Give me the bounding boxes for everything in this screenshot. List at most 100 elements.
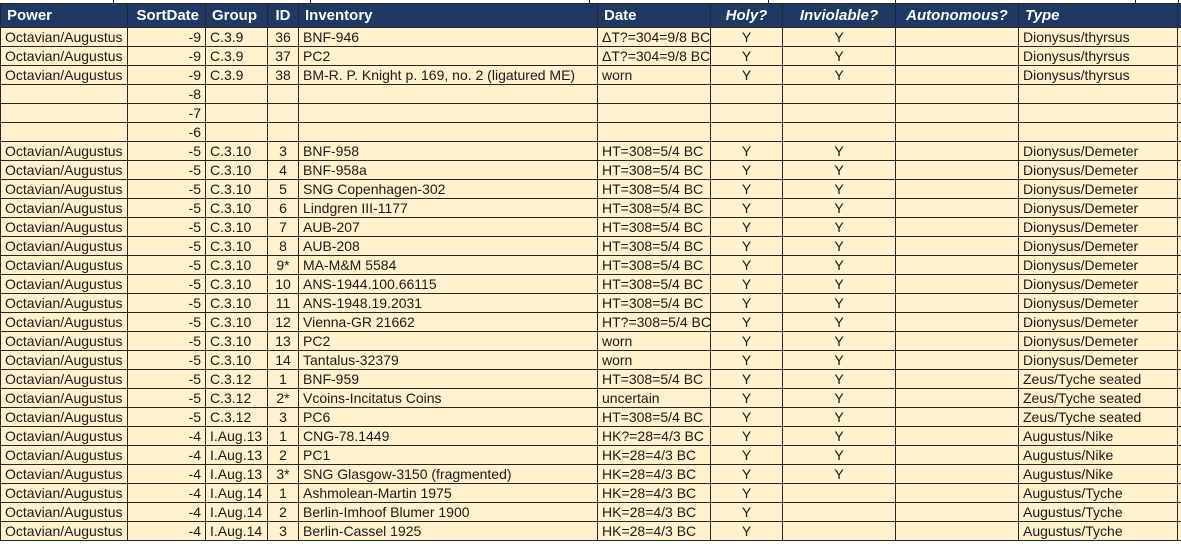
cell-group[interactable]: C.3.10 — [205, 160, 268, 180]
cell-sortdate[interactable]: -4 — [127, 445, 206, 465]
cell-sortdate[interactable]: -5 — [127, 198, 206, 218]
cell-power[interactable]: Octavian/Augustus — [0, 312, 128, 332]
cell-holy[interactable]: Y — [710, 426, 783, 446]
cell-holy[interactable] — [710, 122, 783, 142]
cell-inviolable[interactable]: Y — [782, 141, 896, 161]
cell-date[interactable]: HT=308=5/4 BC — [597, 236, 711, 256]
cell-sortdate[interactable]: -5 — [127, 407, 206, 427]
cell-autonomous[interactable] — [895, 84, 1019, 104]
cell-sortdate[interactable]: -5 — [127, 255, 206, 275]
cell-sortdate[interactable]: -9 — [127, 65, 206, 85]
cell-inviolable[interactable]: Y — [782, 464, 896, 484]
cell-inventory[interactable]: AUB-207 — [298, 217, 598, 237]
cell-type[interactable]: Dionysus/Demeter — [1018, 236, 1178, 256]
cell-autonomous[interactable] — [895, 293, 1019, 313]
column-header-id[interactable]: ID — [267, 3, 299, 28]
column-header-sortdate[interactable]: SortDate — [127, 3, 206, 28]
cell-id[interactable]: 3 — [267, 521, 299, 541]
cell-sortdate[interactable]: -9 — [127, 46, 206, 66]
cell-power[interactable] — [0, 103, 128, 123]
cell-autonomous[interactable] — [895, 521, 1019, 541]
cell-sortdate[interactable]: -4 — [127, 426, 206, 446]
cell-inviolable[interactable] — [782, 483, 896, 503]
cell-inviolable[interactable]: Y — [782, 293, 896, 313]
cell-id[interactable]: 5 — [267, 179, 299, 199]
cell-inventory[interactable]: Berlin-Cassel 1925 — [298, 521, 598, 541]
cell-date[interactable]: HT=308=5/4 BC — [597, 217, 711, 237]
cell-group[interactable]: C.3.10 — [205, 293, 268, 313]
cell-autonomous[interactable] — [895, 369, 1019, 389]
cell-inventory[interactable]: MA-M&M 5584 — [298, 255, 598, 275]
cell-date[interactable] — [597, 84, 711, 104]
cell-sortdate[interactable]: -5 — [127, 274, 206, 294]
cell-group[interactable]: C.3.10 — [205, 141, 268, 161]
cell-group[interactable]: C.3.10 — [205, 236, 268, 256]
cell-id[interactable] — [267, 84, 299, 104]
column-header-holy[interactable]: Holy? — [710, 3, 783, 28]
cell-date[interactable]: HT=308=5/4 BC — [597, 160, 711, 180]
cell-date[interactable]: HT=308=5/4 BC — [597, 255, 711, 275]
cell-inviolable[interactable]: Y — [782, 198, 896, 218]
cell-date[interactable]: HT=308=5/4 BC — [597, 179, 711, 199]
cell-id[interactable]: 6 — [267, 198, 299, 218]
cell-group[interactable]: C.3.10 — [205, 331, 268, 351]
cell-autonomous[interactable] — [895, 483, 1019, 503]
cell-power[interactable]: Octavian/Augustus — [0, 445, 128, 465]
cell-id[interactable]: 10 — [267, 274, 299, 294]
cell-inviolable[interactable]: Y — [782, 407, 896, 427]
column-header-group[interactable]: Group — [205, 3, 268, 28]
cell-date[interactable]: worn — [597, 65, 711, 85]
cell-holy[interactable]: Y — [710, 312, 783, 332]
cell-type[interactable]: Dionysus/Demeter — [1018, 141, 1178, 161]
cell-sortdate[interactable]: -5 — [127, 331, 206, 351]
cell-inventory[interactable]: BNF-958a — [298, 160, 598, 180]
cell-autonomous[interactable] — [895, 445, 1019, 465]
cell-power[interactable]: Octavian/Augustus — [0, 198, 128, 218]
cell-group[interactable]: C.3.10 — [205, 179, 268, 199]
cell-group[interactable]: C.3.10 — [205, 198, 268, 218]
cell-autonomous[interactable] — [895, 179, 1019, 199]
cell-autonomous[interactable] — [895, 122, 1019, 142]
cell-inventory[interactable]: PC1 — [298, 445, 598, 465]
cell-power[interactable] — [0, 122, 128, 142]
cell-holy[interactable]: Y — [710, 198, 783, 218]
cell-group[interactable]: I.Aug.14 — [205, 483, 268, 503]
cell-autonomous[interactable] — [895, 46, 1019, 66]
cell-group[interactable] — [205, 122, 268, 142]
cell-inventory[interactable] — [298, 122, 598, 142]
cell-inviolable[interactable] — [782, 521, 896, 541]
cell-date[interactable]: HT=308=5/4 BC — [597, 407, 711, 427]
cell-type[interactable]: Dionysus/Demeter — [1018, 198, 1178, 218]
cell-date[interactable]: HK=28=4/3 BC — [597, 483, 711, 503]
cell-power[interactable]: Octavian/Augustus — [0, 483, 128, 503]
cell-inventory[interactable]: BNF-946 — [298, 27, 598, 47]
cell-group[interactable]: C.3.12 — [205, 369, 268, 389]
cell-sortdate[interactable]: -5 — [127, 160, 206, 180]
cell-inventory[interactable]: AUB-208 — [298, 236, 598, 256]
cell-type[interactable] — [1018, 122, 1178, 142]
cell-group[interactable]: I.Aug.14 — [205, 521, 268, 541]
cell-inviolable[interactable]: Y — [782, 369, 896, 389]
cell-type[interactable]: Zeus/Tyche seated — [1018, 388, 1178, 408]
cell-inventory[interactable]: PC2 — [298, 46, 598, 66]
cell-type[interactable]: Dionysus/Demeter — [1018, 255, 1178, 275]
cell-holy[interactable]: Y — [710, 27, 783, 47]
cell-autonomous[interactable] — [895, 502, 1019, 522]
cell-id[interactable]: 1 — [267, 483, 299, 503]
cell-autonomous[interactable] — [895, 27, 1019, 47]
cell-autonomous[interactable] — [895, 407, 1019, 427]
cell-holy[interactable]: Y — [710, 464, 783, 484]
cell-id[interactable]: 1 — [267, 426, 299, 446]
cell-group[interactable]: C.3.10 — [205, 312, 268, 332]
cell-inviolable[interactable] — [782, 84, 896, 104]
cell-power[interactable]: Octavian/Augustus — [0, 426, 128, 446]
cell-type[interactable]: Zeus/Tyche seated — [1018, 369, 1178, 389]
cell-holy[interactable]: Y — [710, 350, 783, 370]
cell-power[interactable]: Octavian/Augustus — [0, 293, 128, 313]
cell-id[interactable]: 37 — [267, 46, 299, 66]
cell-power[interactable]: Octavian/Augustus — [0, 350, 128, 370]
cell-holy[interactable]: Y — [710, 483, 783, 503]
cell-type[interactable]: Augustus/Tyche — [1018, 483, 1178, 503]
cell-inventory[interactable]: Lindgren III-1177 — [298, 198, 598, 218]
cell-inviolable[interactable]: Y — [782, 255, 896, 275]
